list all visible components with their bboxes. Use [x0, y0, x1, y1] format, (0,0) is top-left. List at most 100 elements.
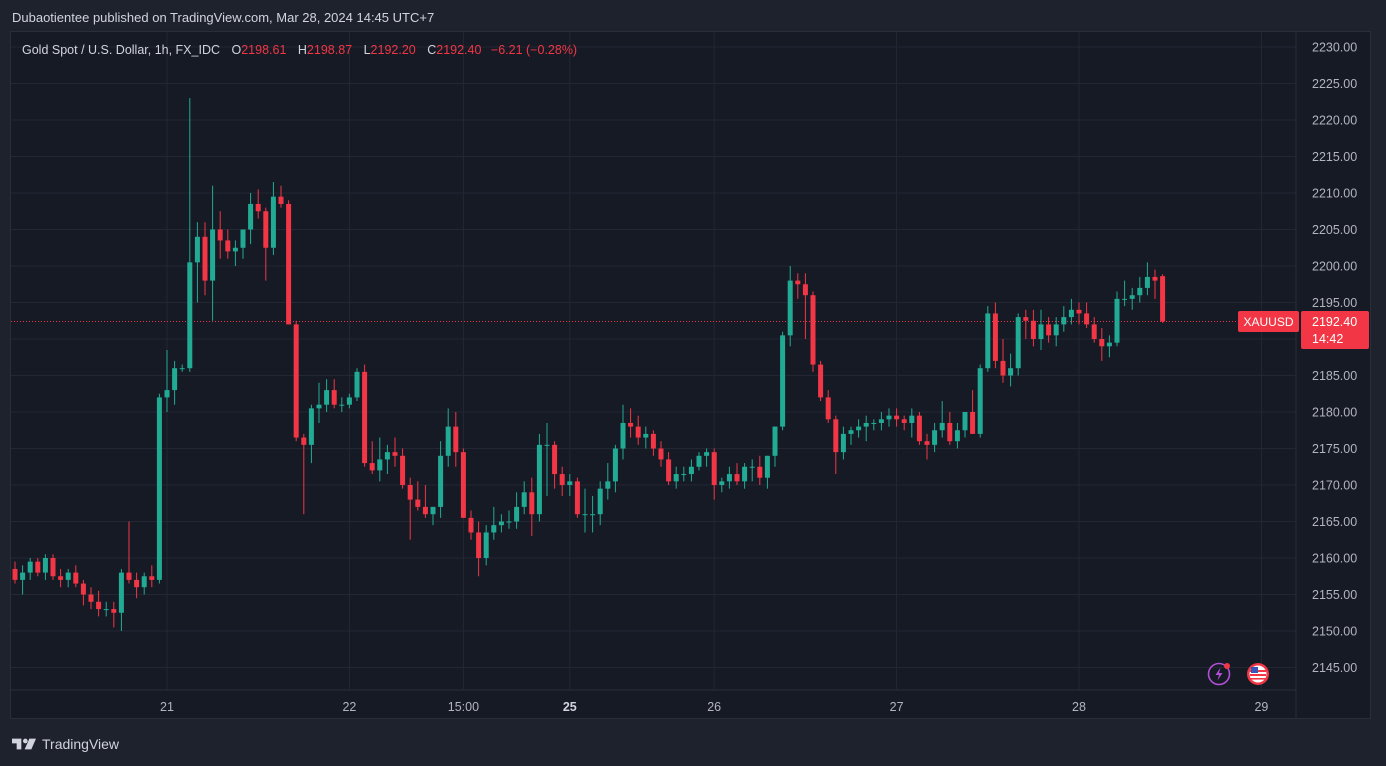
candle-body: [80, 583, 86, 595]
footer: TradingView: [12, 736, 119, 752]
candle: [650, 430, 656, 456]
candle: [970, 390, 976, 434]
candle-body: [1091, 324, 1097, 339]
legend-close-label: C: [427, 43, 437, 57]
candle-body: [12, 568, 18, 580]
candle-body: [704, 452, 710, 456]
candle: [742, 463, 748, 489]
candle: [529, 477, 535, 537]
candle-body: [210, 229, 216, 281]
candle: [787, 266, 793, 347]
candle-body: [468, 517, 474, 533]
candle-body: [688, 466, 694, 475]
candle-body: [103, 609, 109, 611]
candle: [711, 448, 717, 500]
candle: [863, 415, 869, 442]
candle: [20, 565, 26, 595]
candle-body: [506, 521, 512, 523]
candle: [278, 185, 284, 208]
candle: [324, 379, 330, 412]
candle-body: [384, 452, 390, 460]
candle-body: [179, 368, 185, 370]
candle-body: [529, 492, 535, 515]
candle: [498, 514, 504, 533]
candle: [932, 422, 938, 453]
candle-body: [939, 422, 945, 431]
candle: [1061, 306, 1067, 332]
candle: [1023, 309, 1029, 339]
candle-body: [597, 488, 603, 515]
candle-body: [164, 390, 170, 398]
lightning-icon[interactable]: [1207, 662, 1231, 686]
y-tick-label: 2200.00: [1312, 260, 1357, 274]
candle: [430, 506, 436, 526]
x-tick-label: 22: [342, 700, 356, 714]
candle-body: [1023, 317, 1029, 321]
candle: [924, 433, 930, 460]
candle-body: [248, 203, 254, 230]
candle-body: [567, 481, 573, 485]
candle-body: [658, 448, 664, 460]
candle-body: [1000, 360, 1006, 376]
candle-body: [628, 422, 634, 427]
candle-body: [88, 594, 94, 602]
candle: [255, 189, 261, 219]
candle-body: [1084, 313, 1090, 325]
candle-body: [27, 561, 33, 573]
candle-body: [681, 474, 687, 476]
candle: [719, 477, 725, 493]
candle: [582, 488, 588, 533]
publisher-header: Dubaotientee published on TradingView.co…: [12, 10, 435, 25]
candle: [240, 229, 246, 259]
candle: [772, 426, 778, 467]
legend-symbol: Gold Spot / U.S. Dollar, 1h, FX_IDC: [22, 43, 220, 57]
candle-body: [1122, 298, 1128, 300]
candle-body: [255, 203, 261, 212]
candle: [316, 382, 322, 423]
candle: [88, 587, 94, 610]
candle-body: [445, 426, 451, 456]
candle-body: [491, 525, 497, 533]
candle-body: [590, 514, 596, 516]
candle-body: [818, 364, 824, 398]
candle: [597, 481, 603, 526]
y-tick-label: 2155.00: [1312, 588, 1357, 602]
candle-body: [635, 426, 641, 438]
candle-body: [346, 397, 352, 405]
candle: [514, 492, 520, 529]
candle-body: [582, 514, 588, 516]
candle-body: [1015, 317, 1021, 369]
candle-body: [134, 579, 140, 588]
candle-body: [559, 474, 565, 485]
candle: [734, 463, 740, 485]
candle: [126, 521, 132, 584]
candle: [293, 320, 299, 442]
candle: [445, 408, 451, 467]
candle: [506, 510, 512, 529]
candle-body: [544, 444, 550, 446]
candle: [65, 568, 71, 588]
candle-body: [894, 415, 900, 420]
candle-body: [977, 368, 983, 434]
candle-body: [764, 455, 770, 478]
us-flag-icon[interactable]: [1246, 662, 1270, 686]
candle-body: [1129, 295, 1135, 299]
candle-body: [992, 313, 998, 361]
y-tick-label: 2220.00: [1312, 114, 1357, 128]
legend-open-label: O: [231, 43, 242, 57]
candle: [156, 393, 162, 584]
candle-body: [711, 452, 717, 485]
candle-body: [339, 404, 345, 406]
candle: [331, 379, 337, 409]
x-tick-label: 25: [563, 700, 577, 714]
legend-high-label: H: [297, 43, 307, 57]
candle-body: [301, 437, 307, 445]
legend-high-value: 2198.87: [306, 43, 353, 57]
candle: [384, 444, 390, 475]
candle: [901, 415, 907, 431]
y-tick-label: 2160.00: [1312, 552, 1357, 566]
candle-body: [1038, 324, 1044, 339]
grid-layer: [11, 32, 1297, 719]
candle: [103, 601, 109, 617]
